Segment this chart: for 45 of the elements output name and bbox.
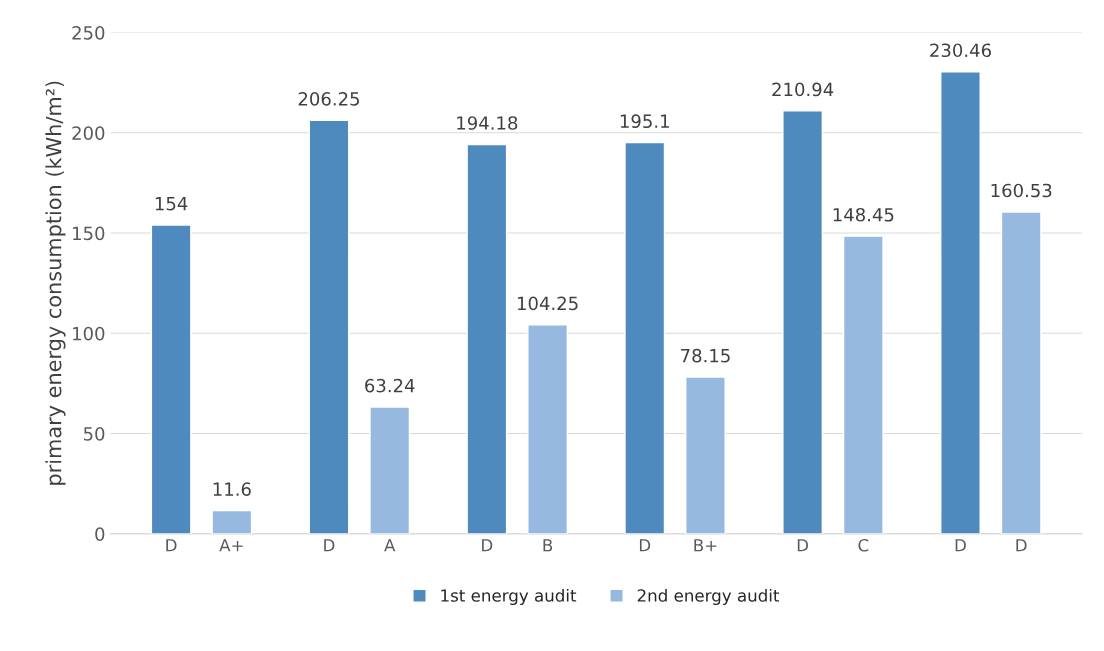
bar: [369, 406, 411, 534]
bar: [466, 143, 508, 534]
x-tick-label: B: [543, 539, 553, 552]
x-tick-label: D: [324, 539, 335, 552]
bar: [782, 110, 824, 534]
bar: [685, 376, 726, 534]
y-tick-label: 150: [73, 226, 105, 241]
data-label: 210.94: [772, 82, 834, 97]
data-label: 11.6: [213, 482, 251, 496]
data-label: 230.46: [930, 43, 991, 58]
x-tick-label: A+: [219, 539, 243, 552]
legend-label: 2nd energy audit: [637, 588, 780, 606]
x-tick-label: A: [384, 539, 396, 552]
y-tick-label: 0: [95, 527, 105, 541]
bar: [527, 324, 569, 534]
y-tick-label: 200: [72, 126, 105, 140]
data-label: 154: [155, 197, 188, 211]
bar: [624, 141, 666, 534]
data-label: 78.15: [681, 348, 730, 363]
data-label: 195.1: [620, 114, 669, 129]
x-tick-label: D: [955, 539, 966, 552]
bar: [940, 71, 981, 534]
x-tick-label: D: [166, 539, 177, 552]
bar: [308, 119, 350, 534]
x-tick-label: D: [639, 539, 651, 552]
data-label: 206.25: [298, 92, 359, 106]
bar: [211, 509, 253, 534]
legend-label: 1st energy audit: [441, 588, 577, 606]
y-tick-label: 100: [73, 326, 105, 341]
x-tick-label: B+: [694, 539, 717, 552]
bar: [1000, 211, 1042, 534]
data-label: 160.53: [991, 183, 1052, 198]
data-label: 148.45: [833, 207, 894, 222]
data-label: 63.24: [365, 378, 415, 393]
y-tick-label: 50: [83, 427, 105, 441]
y-tick-label: 250: [72, 26, 105, 40]
data-label: 194.18: [457, 116, 518, 130]
data-label: 104.25: [517, 296, 578, 311]
bar: [150, 224, 192, 534]
x-tick-label: D: [1016, 539, 1027, 552]
x-tick-label: D: [797, 539, 809, 552]
y-axis-title: primary energy consumption (kWh/m²): [45, 81, 66, 485]
x-tick-label: D: [482, 539, 493, 552]
bar: [842, 235, 884, 534]
x-tick-label: C: [858, 538, 869, 552]
